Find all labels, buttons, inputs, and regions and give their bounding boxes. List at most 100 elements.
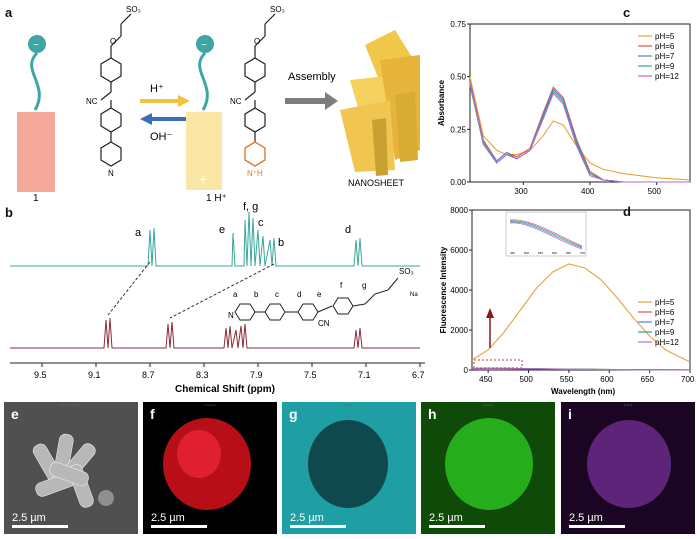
scheme-diagram: − O SO₃ NC N 1 H⁺ OH⁻ − +	[17, 5, 420, 204]
nmr-tick-group: 9.5 9.1 8.7 8.3 7.9 7.5 7.1 6.7	[34, 363, 425, 380]
em-caption-h: S Kα1,2	[482, 403, 494, 407]
label-nanosheet: NANOSHEET	[348, 178, 405, 188]
nanosheet-cluster	[340, 30, 420, 176]
em-letter-i: i	[568, 406, 572, 422]
nc-1: NC	[86, 97, 98, 106]
svg-text:g: g	[362, 281, 366, 290]
peak-label-fg: f, g	[243, 201, 258, 213]
svg-text:Na: Na	[410, 292, 418, 298]
legend-label: pH=7	[655, 318, 675, 327]
panel-label-c: c	[623, 5, 631, 20]
series-line-ph12	[471, 367, 691, 371]
spectrum-bottom	[10, 317, 420, 349]
svg-text:e: e	[317, 290, 322, 299]
em-letter-e: e	[11, 406, 19, 422]
shift-line-a	[107, 261, 151, 316]
svg-text:d: d	[297, 290, 301, 299]
x-tick-label: 500	[520, 375, 534, 384]
headgroup-2	[196, 35, 214, 53]
zoom-arrowhead	[486, 308, 494, 318]
y-tick-label: 0	[464, 366, 469, 375]
structure-2	[244, 13, 276, 142]
shift-line-b	[169, 263, 275, 319]
acid-label: H⁺	[150, 83, 164, 95]
x-axis-label: Wavelength (nm)	[550, 199, 614, 200]
panel-label-b: b	[5, 205, 13, 220]
acid-arrow	[140, 95, 190, 107]
y-tick-label: 0.00	[450, 178, 466, 187]
x-tick-label: 300	[514, 187, 528, 196]
em-caption-e: Electron Image 5	[59, 403, 83, 407]
absorbance-chart: 300 400 5000.000.250.500.75pH=5pH=6pH=7pH=…	[437, 20, 691, 200]
nmr-tick-label: 8.7	[142, 370, 155, 380]
o-1: O	[110, 37, 116, 46]
legend-label: pH=5	[655, 298, 675, 307]
inset-tick-label: 600	[552, 251, 557, 255]
nh-2: N⁺H	[247, 169, 263, 178]
body-1	[17, 112, 55, 192]
plus-2: +	[199, 171, 207, 187]
svg-text:b: b	[254, 290, 259, 299]
nmr-tick-label: 7.5	[304, 370, 317, 380]
nmr-tick-label: 7.1	[358, 370, 371, 380]
inset-tick-label: 650	[566, 251, 571, 255]
svg-text:a: a	[233, 290, 238, 299]
o-2: O	[254, 37, 260, 46]
inset-plot: 450 500 550 600 650 700	[505, 211, 587, 257]
body-2	[186, 112, 222, 190]
series-line-ph9	[469, 84, 690, 183]
peak-label-d: d	[345, 224, 351, 236]
nmr-structure: a b c d e f g N CN SO₃ Na	[228, 267, 418, 328]
nmr-tick-label: 6.7	[412, 370, 425, 380]
inset-tick-label: 500	[524, 251, 529, 255]
series-line-ph5	[471, 263, 691, 363]
x-tick-label: 500	[648, 187, 662, 196]
series-line-ph7	[469, 82, 690, 183]
y-tick-label: 6000	[450, 246, 468, 255]
svg-text:N: N	[228, 311, 234, 320]
scale-bar-f: 2.5 µm	[151, 512, 207, 528]
peak-label-c: c	[258, 217, 264, 229]
em-panel-e: Electron Image 5 e 2.5 µm	[4, 402, 138, 534]
scale-bar-e: 2.5 µm	[12, 512, 68, 528]
pyridinium-ring	[244, 141, 266, 167]
y-axis-label: Absorbance	[437, 79, 446, 126]
em-letter-f: f	[150, 406, 155, 422]
zoom-box	[473, 359, 523, 369]
legend-label: pH=5	[655, 32, 675, 41]
em-letter-g: g	[289, 406, 298, 422]
nmr-tick-label: 7.9	[250, 370, 263, 380]
nmr-tick-label: 9.1	[88, 370, 101, 380]
x-tick-label: 450	[479, 375, 493, 384]
nmr-structure-bonds	[234, 277, 399, 321]
em-caption-g: N Kα1	[344, 403, 354, 407]
legend-label: pH=9	[655, 328, 675, 337]
x-tick-label: 550	[560, 375, 574, 384]
y-tick-label: 0.50	[450, 73, 466, 82]
x-axis-label: Wavelength (nm)	[551, 387, 615, 396]
y-tick-label: 0.75	[450, 20, 466, 29]
assembly-arrow	[285, 92, 338, 110]
svg-text:CN: CN	[318, 319, 330, 328]
em-caption-f: C Kα1,2	[204, 403, 216, 407]
tail-2	[198, 51, 209, 111]
base-arrow	[140, 113, 190, 125]
nmr-spectra: a f, g e c b d a b c d e f g N CN SO₃ Na	[10, 201, 425, 395]
em-letter-h: h	[428, 406, 437, 422]
series-line-ph6	[469, 80, 690, 183]
nmr-tick-label: 9.5	[34, 370, 47, 380]
spectrum-top	[10, 211, 420, 267]
legend-label: pH=6	[655, 42, 675, 51]
minus-1: −	[33, 40, 39, 51]
series-line-ph12	[469, 82, 690, 183]
peak-label-a: a	[135, 227, 142, 239]
sem-particle	[32, 433, 114, 508]
legend-label: pH=12	[655, 72, 679, 81]
y-tick-label: 4000	[450, 286, 468, 295]
nmr-tick-label: 8.3	[196, 370, 209, 380]
structure-1	[100, 13, 132, 167]
fluorescence-chart: 450 500 550 600 650 70002000400060008000pH=5p…	[439, 206, 695, 396]
em-caption-i: O Kα1	[623, 403, 633, 407]
inset-tick-label: 450	[510, 251, 515, 255]
svg-text:SO₃: SO₃	[399, 267, 414, 276]
